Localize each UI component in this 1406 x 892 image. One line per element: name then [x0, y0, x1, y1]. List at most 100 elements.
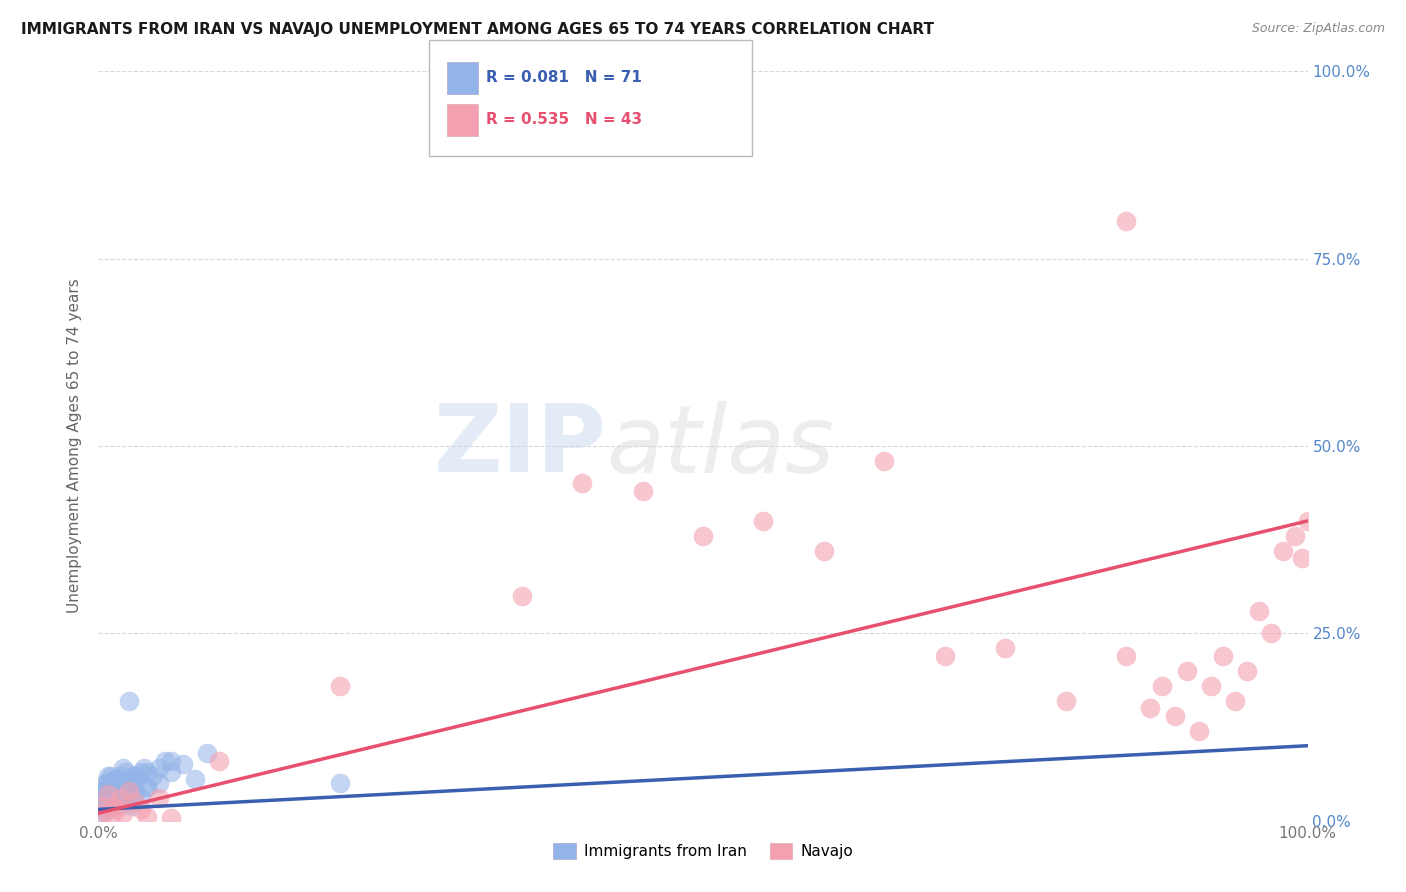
Point: [110, 795, 132, 809]
Point: [97, 780, 120, 794]
Point: [93, 788, 115, 802]
Point: [118, 783, 141, 797]
Point: [1188, 723, 1211, 738]
Point: [90, 791, 112, 805]
Point: [129, 802, 152, 816]
Point: [329, 776, 352, 790]
Point: [994, 641, 1017, 656]
Point: [142, 769, 165, 783]
Point: [100, 769, 122, 783]
Point: [195, 746, 218, 760]
Point: [571, 476, 593, 491]
Point: [112, 788, 135, 802]
Point: [91, 798, 114, 813]
Point: [1223, 694, 1246, 708]
Point: [813, 544, 835, 558]
Point: [631, 483, 654, 498]
Point: [96, 791, 118, 805]
Y-axis label: Unemployment Among Ages 65 to 74 years: Unemployment Among Ages 65 to 74 years: [67, 278, 83, 614]
Point: [98, 791, 121, 805]
Point: [103, 783, 125, 797]
Point: [135, 810, 157, 824]
Point: [208, 754, 231, 768]
Point: [122, 769, 145, 783]
Point: [153, 754, 176, 768]
Point: [329, 679, 352, 693]
Point: [118, 776, 141, 790]
Point: [108, 791, 131, 805]
Point: [111, 806, 134, 821]
Point: [134, 761, 156, 775]
Point: [692, 529, 714, 543]
Point: [94, 776, 117, 790]
Point: [124, 788, 146, 802]
Point: [91, 795, 114, 809]
Point: [1115, 648, 1137, 663]
Point: [1236, 664, 1258, 678]
Point: [124, 769, 146, 783]
Text: R = 0.535   N = 43: R = 0.535 N = 43: [486, 112, 643, 127]
Point: [934, 648, 956, 663]
Point: [96, 791, 118, 805]
Point: [510, 589, 533, 603]
Point: [105, 802, 128, 816]
Point: [873, 454, 896, 468]
Point: [91, 806, 114, 821]
Point: [160, 764, 183, 779]
Point: [115, 783, 138, 797]
Point: [1296, 514, 1319, 528]
Point: [94, 776, 117, 790]
Text: atlas: atlas: [606, 401, 835, 491]
Point: [90, 791, 112, 805]
Point: [93, 806, 115, 821]
Point: [1152, 679, 1174, 693]
Point: [100, 780, 122, 794]
Text: R = 0.081   N = 71: R = 0.081 N = 71: [486, 70, 643, 85]
Point: [101, 783, 124, 797]
Point: [103, 788, 125, 802]
Point: [124, 783, 146, 797]
Point: [1260, 626, 1282, 640]
Point: [104, 772, 127, 787]
Point: [1139, 701, 1161, 715]
Point: [91, 783, 114, 797]
Point: [148, 761, 170, 775]
Point: [101, 788, 124, 802]
Point: [108, 769, 131, 783]
Point: [111, 776, 134, 790]
Point: [118, 788, 141, 802]
Point: [160, 754, 183, 768]
Point: [148, 776, 170, 790]
Point: [1054, 694, 1077, 708]
Point: [1284, 529, 1306, 543]
Point: [97, 788, 120, 802]
Point: [148, 791, 170, 805]
Point: [184, 772, 207, 787]
Point: [1199, 679, 1222, 693]
Text: Source: ZipAtlas.com: Source: ZipAtlas.com: [1251, 22, 1385, 36]
Point: [1175, 664, 1198, 678]
Point: [93, 795, 115, 809]
Point: [1249, 604, 1271, 618]
Point: [91, 783, 114, 797]
Point: [114, 783, 136, 797]
Point: [120, 780, 142, 794]
Point: [108, 791, 131, 805]
Point: [91, 802, 114, 816]
Point: [105, 798, 128, 813]
Point: [111, 761, 134, 775]
Point: [108, 791, 131, 805]
Point: [121, 798, 143, 813]
Point: [100, 810, 122, 824]
Point: [127, 772, 149, 787]
Point: [103, 798, 125, 813]
Point: [160, 811, 183, 825]
Point: [1212, 648, 1234, 663]
Point: [135, 780, 157, 794]
Point: [129, 764, 152, 779]
Point: [124, 795, 146, 809]
Point: [135, 780, 157, 794]
Point: [1163, 708, 1185, 723]
Point: [105, 772, 128, 787]
Point: [1272, 544, 1295, 558]
